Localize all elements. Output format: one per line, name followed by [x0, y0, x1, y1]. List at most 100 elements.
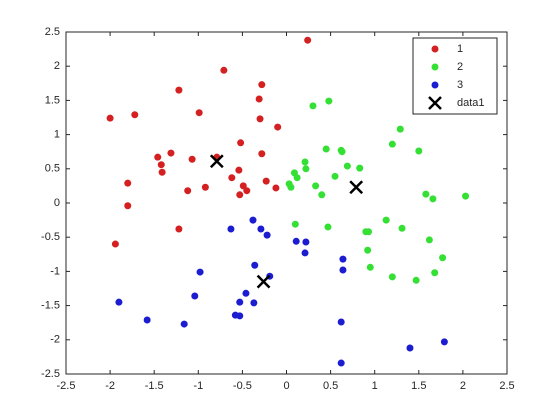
point	[415, 147, 423, 155]
point	[339, 255, 347, 263]
legend-label: 3	[457, 79, 463, 91]
legend-label: 1	[457, 43, 463, 55]
legend-box	[412, 37, 498, 115]
x-tick-label: -2.5	[57, 380, 76, 392]
point	[158, 168, 166, 176]
point	[388, 273, 396, 281]
point	[337, 318, 345, 326]
point	[292, 237, 300, 245]
legend-label: 2	[457, 61, 463, 73]
point	[263, 231, 271, 239]
point	[324, 223, 332, 231]
point	[201, 183, 209, 191]
point	[398, 224, 406, 232]
point	[406, 344, 414, 352]
point	[243, 187, 251, 195]
point	[366, 263, 374, 271]
point	[180, 320, 188, 328]
point	[175, 225, 183, 233]
point	[291, 220, 299, 228]
point	[431, 269, 439, 277]
point	[331, 172, 339, 180]
point	[365, 228, 373, 236]
point	[312, 182, 320, 190]
point	[258, 150, 266, 158]
point	[462, 192, 470, 200]
point	[343, 162, 351, 170]
point	[235, 166, 243, 174]
y-tick-label: -1.5	[41, 300, 60, 312]
point	[236, 298, 244, 306]
point	[227, 225, 235, 233]
x-tick-label: -0.5	[233, 380, 252, 392]
point	[440, 338, 448, 346]
point	[167, 149, 175, 157]
point	[425, 236, 433, 244]
y-tick-label: 0.5	[45, 163, 60, 175]
point	[255, 95, 263, 103]
y-tick-label: 0	[54, 197, 60, 209]
point	[304, 36, 312, 44]
point	[422, 190, 430, 198]
x-tick-label: 2	[460, 380, 466, 392]
point	[325, 97, 333, 105]
point	[272, 184, 280, 192]
point	[184, 187, 192, 195]
point	[293, 174, 301, 182]
point	[196, 268, 204, 276]
point	[412, 276, 420, 284]
x-tick-label: 1	[372, 380, 378, 392]
point	[124, 202, 132, 210]
point	[131, 111, 139, 119]
point	[209, 154, 224, 169]
point	[302, 238, 310, 246]
point	[237, 139, 245, 147]
legend-marker	[431, 81, 439, 89]
point	[228, 174, 236, 182]
legend: 1 2 3 data1	[412, 37, 498, 115]
legend-marker	[431, 45, 439, 53]
point	[257, 225, 265, 233]
y-tick-label: -0.5	[41, 231, 60, 243]
point	[111, 240, 119, 248]
point	[157, 161, 165, 169]
x-tick-label: -1.5	[145, 380, 164, 392]
point	[287, 183, 295, 191]
point	[309, 102, 317, 110]
x-tick-label: 0	[283, 380, 289, 392]
point	[175, 86, 183, 94]
point	[439, 254, 447, 262]
point	[256, 274, 271, 289]
point	[124, 179, 132, 187]
x-tick-label: 1.5	[411, 380, 426, 392]
point	[382, 216, 390, 224]
point	[337, 359, 345, 367]
point	[302, 165, 310, 173]
point	[143, 316, 151, 324]
point	[154, 153, 162, 161]
point	[339, 266, 347, 274]
y-tick-label: 2.5	[45, 26, 60, 38]
legend-label: data1	[457, 97, 485, 109]
y-tick-label: -2	[50, 334, 60, 346]
point	[364, 246, 372, 254]
point	[256, 115, 264, 123]
point	[191, 292, 199, 300]
y-tick-label: 1.5	[45, 94, 60, 106]
point	[106, 114, 114, 122]
point	[274, 123, 282, 131]
point	[188, 155, 196, 163]
point	[318, 191, 326, 199]
point	[338, 148, 346, 156]
y-tick-label: 1	[54, 129, 60, 141]
point	[322, 145, 330, 153]
y-tick-label: -1	[50, 265, 60, 277]
point	[301, 158, 309, 166]
point	[262, 177, 270, 185]
point	[388, 140, 396, 148]
y-tick-label: 2	[54, 60, 60, 72]
point	[356, 164, 364, 172]
point	[429, 195, 437, 203]
x-tick-label: -2	[105, 380, 115, 392]
